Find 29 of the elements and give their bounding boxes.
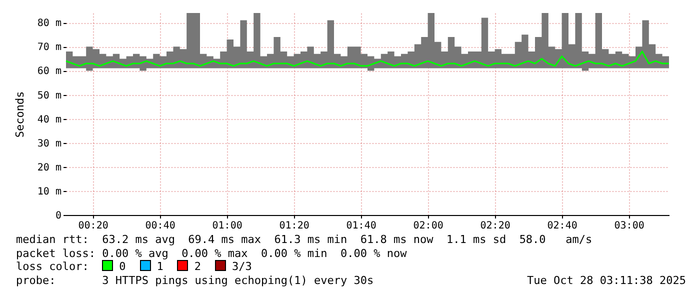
- text: packet loss: 0.00 % avg 0.00 % max 0.00 % min 0.00 % now: [16, 246, 408, 260]
- legend-title: loss color:: [16, 260, 89, 274]
- x-tick-label: 02:20: [480, 220, 510, 232]
- y-tick-label: 30 m: [37, 138, 62, 150]
- x-tick-label: 02:00: [413, 220, 444, 232]
- x-tick-label: 01:40: [346, 220, 376, 232]
- y-tick-label: 40 m: [37, 114, 62, 126]
- y-tick-label: 10 m: [37, 186, 62, 198]
- x-tick-label: 03:00: [614, 220, 644, 232]
- x-tick-label: 01:20: [279, 220, 310, 232]
- text: probe: 3 HTTPS pings using echoping(1) every 30s: [16, 274, 374, 287]
- y-axis-title: Seconds: [13, 91, 26, 138]
- y-tick-label: 50 m: [37, 90, 62, 102]
- y-tick-label: 80 m: [37, 18, 62, 30]
- text: median rtt: 63.2 ms avg 69.4 ms max 61.3 ms min 61.8 ms now 1.1 ms sd 58.0 am/s: [16, 233, 594, 247]
- legend-label: 0: [118, 260, 126, 274]
- x-tick-label: 00:20: [78, 220, 108, 232]
- text: Tue Oct 28 03:11:38 2025: [527, 274, 686, 288]
- x-tick-label: 00:40: [145, 220, 176, 232]
- x-tick-label: 02:40: [547, 220, 578, 232]
- x-tick-label: 01:00: [212, 220, 242, 232]
- legend-label: 3/3: [230, 260, 252, 274]
- y-tick-label: 60 m: [37, 66, 62, 78]
- y-tick-label: 70 m: [37, 42, 62, 54]
- legend-label: 2: [193, 260, 201, 274]
- legend-label: 1: [156, 260, 164, 274]
- y-tick-label: 0: [55, 210, 62, 222]
- y-tick-label: 20 m: [37, 162, 62, 174]
- line-series: [65, 50, 670, 67]
